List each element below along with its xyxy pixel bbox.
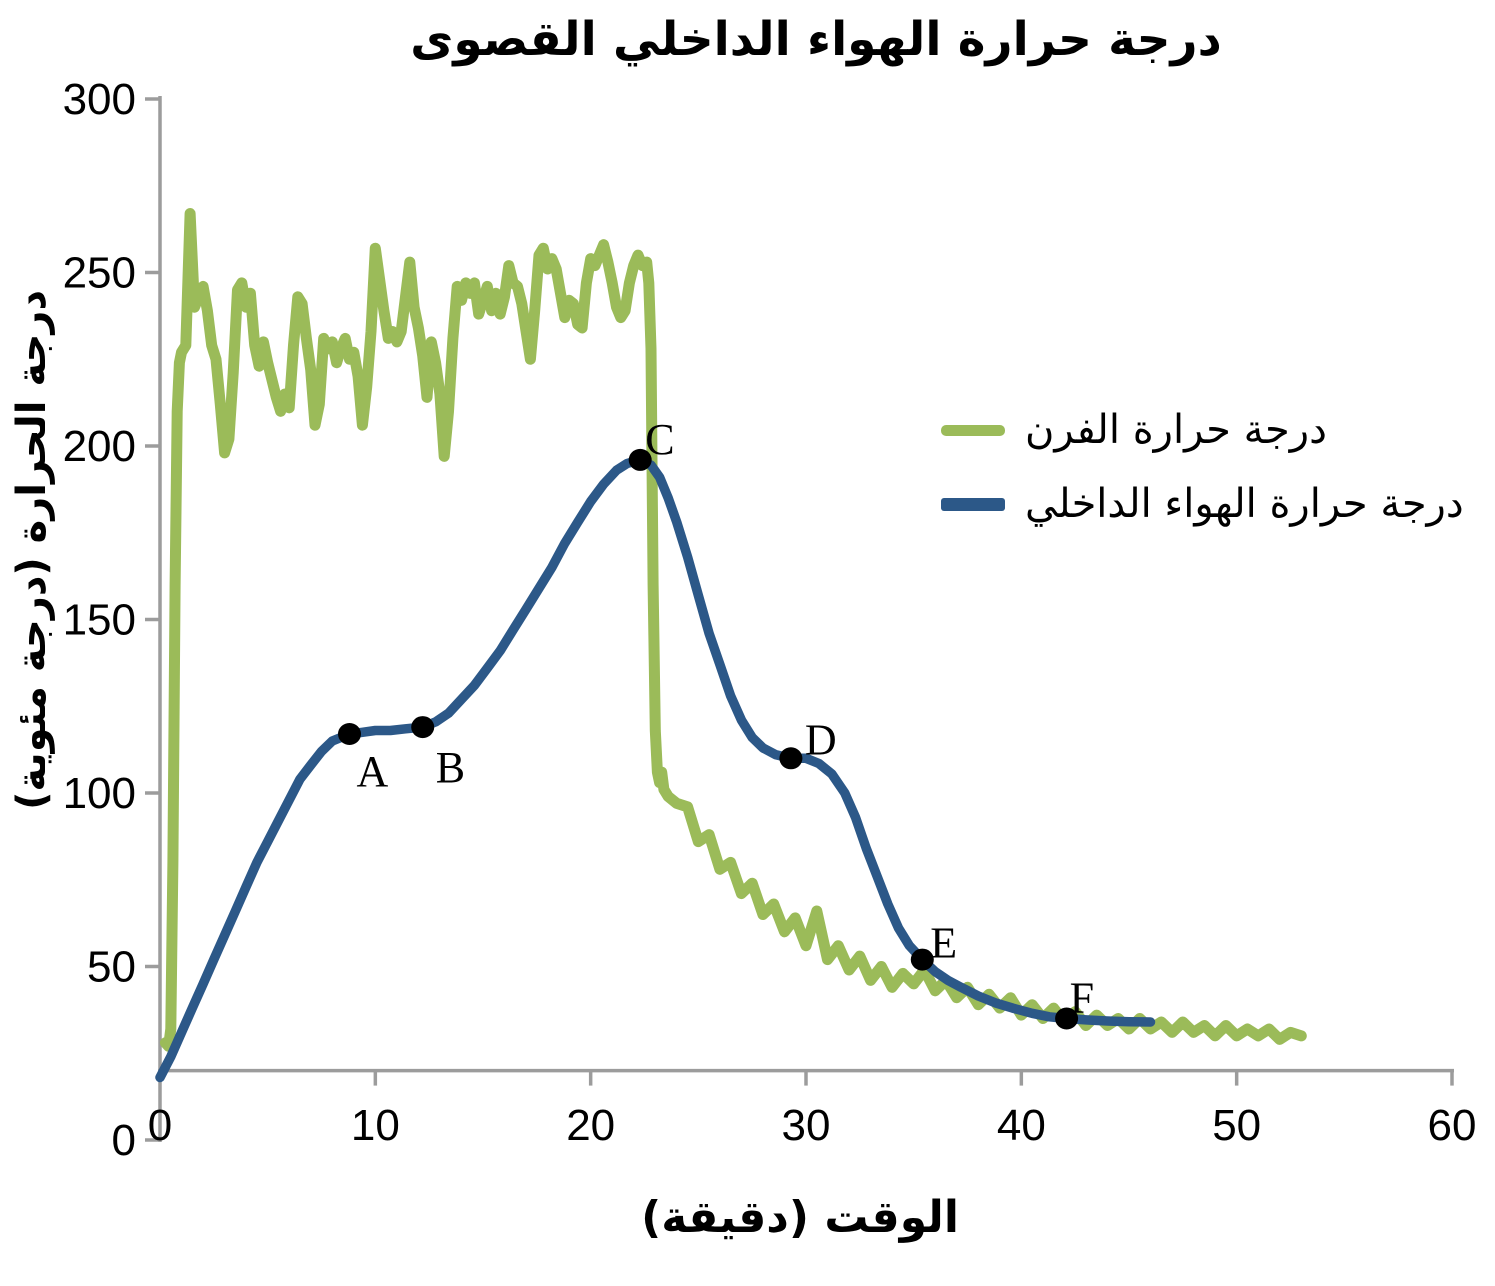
x-tick-label: 60 [1428,1101,1477,1150]
chart-title: درجة حرارة الهواء الداخلي القصوى [410,12,1222,67]
y-axis-title: درجة الحرارة (درجة مئوية) [9,290,55,810]
x-tick-label: 20 [566,1101,615,1150]
annotation-label-F: F [1070,974,1094,1023]
x-tick-label: 0 [148,1101,172,1150]
y-tick-label: 150 [63,596,136,645]
axes: 0 50 100 150 200 250 300 0 10 20 30 40 50 60 [63,75,1477,1165]
annotation-label-E: E [930,919,957,968]
oven-series-label: درجة حرارة الفرن [1025,407,1327,453]
legend: درجة حرارة الفرن درجة حرارة الهواء الداخ… [941,396,1464,538]
annotation-dot-B [411,716,435,739]
series-lines [155,208,1307,1083]
annotation-dot-A [338,723,361,745]
annotation-dot-C [628,448,652,471]
legend-item-indoor: درجة حرارة الهواء الداخلي [941,470,1464,538]
x-tick-label: 40 [997,1101,1046,1150]
legend-item-oven: درجة حرارة الفرن [941,396,1464,464]
y-tick-label: 300 [63,75,136,124]
oven-series-swatch [941,424,1005,436]
x-tick-label: 10 [351,1101,400,1150]
x-axis-title: الوقت (دقيقة) [641,1192,959,1243]
oven-series-line [159,208,1307,1052]
annotation-label-A: A [357,747,389,796]
y-tick-label: 50 [87,943,136,992]
annotation-label-D: D [805,715,837,764]
y-tick-label: 250 [63,249,136,298]
x-tick-label: 50 [1212,1101,1261,1150]
annotation-label-C: C [645,415,674,464]
annotation-label-B: B [436,743,465,792]
y-tick-label: 0 [112,1116,136,1165]
annotation-dot-F [1055,1007,1079,1030]
annotation-dot-D [779,747,803,770]
y-tick-label: 100 [63,769,136,818]
annotation-points: A B C D E F [338,415,1094,1030]
indoor-series-swatch [941,497,1005,511]
x-tick-label: 30 [782,1101,831,1150]
annotation-dot-E [910,948,934,971]
y-tick-label: 200 [63,422,136,471]
indoor-series-label: درجة حرارة الهواء الداخلي [1025,481,1464,527]
